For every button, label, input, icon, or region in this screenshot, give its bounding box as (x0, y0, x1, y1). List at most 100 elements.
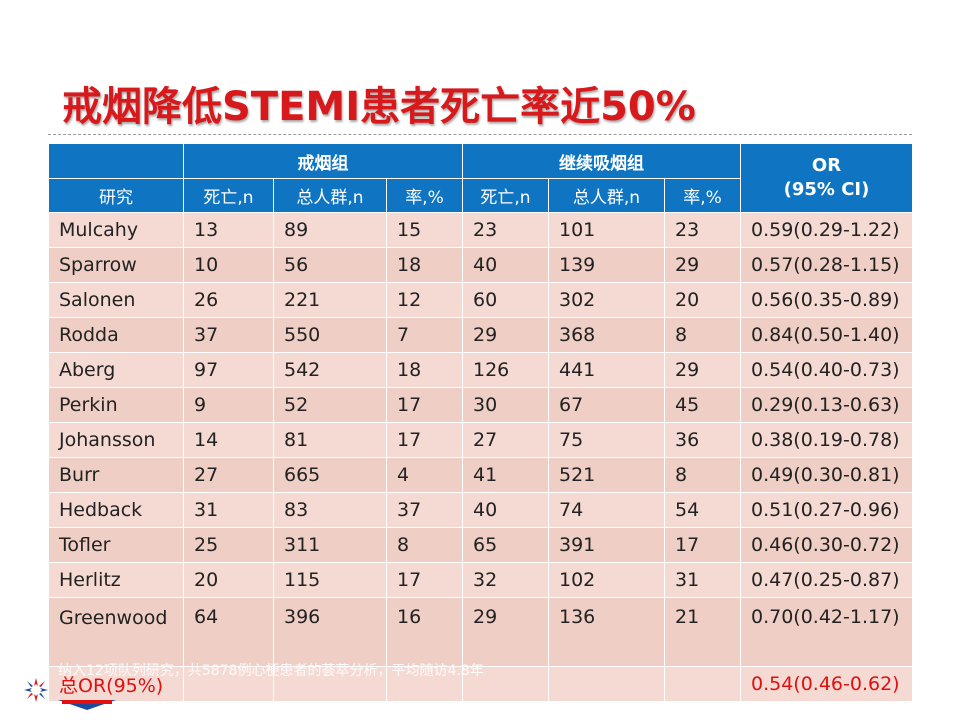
quit-rate: 37 (386, 492, 463, 528)
group-quit-header: 戒烟组 (183, 143, 463, 179)
cont-deaths: 41 (462, 457, 549, 493)
total-empty (664, 666, 741, 702)
cont-total: 75 (548, 422, 665, 458)
odds-ratio: 0.29(0.13-0.63) (740, 387, 913, 423)
cont-rate: 21 (664, 597, 741, 667)
cont-total: 136 (548, 597, 665, 667)
col-header-cont-rate: 率,% (664, 178, 741, 213)
col-header-cont-total: 总人群,n (548, 178, 665, 213)
cont-rate: 45 (664, 387, 741, 423)
group-continue-header: 继续吸烟组 (462, 143, 741, 179)
or-header: OR (95% CI) (740, 143, 913, 213)
quit-rate: 15 (386, 212, 463, 248)
quit-rate: 18 (386, 352, 463, 388)
odds-ratio: 0.49(0.30-0.81) (740, 457, 913, 493)
cont-rate: 54 (664, 492, 741, 528)
study-name: Aberg (48, 352, 184, 388)
odds-ratio: 0.38(0.19-0.78) (740, 422, 913, 458)
table-row: Burr 27 665 4 41 521 8 0.49(0.30-0.81) (48, 457, 913, 493)
cont-deaths: 40 (462, 247, 549, 283)
quit-deaths: 64 (183, 597, 274, 667)
cont-total: 521 (548, 457, 665, 493)
cont-rate: 23 (664, 212, 741, 248)
cont-deaths: 40 (462, 492, 549, 528)
odds-ratio: 0.56(0.35-0.89) (740, 282, 913, 318)
study-name: Greenwood (48, 597, 184, 667)
quit-deaths: 97 (183, 352, 274, 388)
odds-ratio: 0.70(0.42-1.17) (740, 597, 913, 667)
corner-blank (48, 143, 184, 179)
odds-ratio: 0.46(0.30-0.72) (740, 527, 913, 563)
quit-rate: 17 (386, 422, 463, 458)
study-name: Burr (48, 457, 184, 493)
cont-deaths: 30 (462, 387, 549, 423)
cont-total: 441 (548, 352, 665, 388)
quit-total: 396 (273, 597, 387, 667)
cont-total: 74 (548, 492, 665, 528)
study-name: Tofler (48, 527, 184, 563)
cont-total: 139 (548, 247, 665, 283)
total-empty (273, 666, 387, 702)
cont-total: 67 (548, 387, 665, 423)
table-row: Tofler 25 311 8 65 391 17 0.46(0.30-0.72… (48, 527, 913, 563)
table-row: Hedback 31 83 37 40 74 54 0.51(0.27-0.96… (48, 492, 913, 528)
or-header-label: OR (811, 155, 842, 176)
quit-total: 542 (273, 352, 387, 388)
odds-ratio: 0.54(0.40-0.73) (740, 352, 913, 388)
total-empty (548, 666, 665, 702)
quit-total: 550 (273, 317, 387, 353)
quit-deaths: 31 (183, 492, 274, 528)
quit-rate: 17 (386, 562, 463, 598)
quit-deaths: 10 (183, 247, 274, 283)
study-name: Herlitz (48, 562, 184, 598)
footnote: 纳入12项队列研究，共5878例心梗患者的荟萃分析，平均随访4.8年 (58, 663, 484, 679)
cont-rate: 36 (664, 422, 741, 458)
table-row: Salonen 26 221 12 60 302 20 0.56(0.35-0.… (48, 282, 913, 318)
quit-deaths: 14 (183, 422, 274, 458)
total-empty (386, 666, 463, 702)
quit-rate: 4 (386, 457, 463, 493)
table-row: Mulcahy 13 89 15 23 101 23 0.59(0.29-1.2… (48, 212, 913, 248)
total-odds-ratio: 0.54(0.46-0.62) (740, 666, 913, 702)
cont-total: 101 (548, 212, 665, 248)
cont-rate: 8 (664, 317, 741, 353)
cont-deaths: 27 (462, 422, 549, 458)
table-row: Sparrow 10 56 18 40 139 29 0.57(0.28-1.1… (48, 247, 913, 283)
cont-rate: 29 (664, 247, 741, 283)
quit-total: 89 (273, 212, 387, 248)
odds-ratio: 0.84(0.50-1.40) (740, 317, 913, 353)
col-header-cont-deaths: 死亡,n (462, 178, 549, 213)
cont-total: 368 (548, 317, 665, 353)
mortality-table: 戒烟组 继续吸烟组 OR (95% CI) 研究 死亡,n 总人群,n 率,% … (48, 143, 913, 702)
table-row: Greenwood 64 396 16 29 136 21 0.70(0.42-… (48, 597, 913, 667)
or-header-ci: (95% CI) (783, 179, 870, 200)
cont-total: 302 (548, 282, 665, 318)
odds-ratio: 0.47(0.25-0.87) (740, 562, 913, 598)
table-row: Rodda 37 550 7 29 368 8 0.84(0.50-1.40) (48, 317, 913, 353)
society-logo-icon (24, 678, 48, 702)
cont-total: 102 (548, 562, 665, 598)
study-name: Sparrow (48, 247, 184, 283)
col-header-quit-total: 总人群,n (273, 178, 387, 213)
quit-deaths: 26 (183, 282, 274, 318)
quit-deaths: 27 (183, 457, 274, 493)
quit-rate: 18 (386, 247, 463, 283)
cont-deaths: 60 (462, 282, 549, 318)
quit-rate: 17 (386, 387, 463, 423)
cont-rate: 29 (664, 352, 741, 388)
cont-deaths: 23 (462, 212, 549, 248)
cont-rate: 20 (664, 282, 741, 318)
odds-ratio: 0.51(0.27-0.96) (740, 492, 913, 528)
footer-banner-shape (58, 700, 116, 710)
title-divider (48, 134, 912, 135)
total-label: 总OR(95%) (48, 666, 184, 702)
quit-deaths: 37 (183, 317, 274, 353)
quit-total: 52 (273, 387, 387, 423)
quit-deaths: 13 (183, 212, 274, 248)
study-name: Perkin (48, 387, 184, 423)
footer-stripe (62, 700, 112, 704)
quit-deaths: 20 (183, 562, 274, 598)
cont-rate: 8 (664, 457, 741, 493)
quit-total: 83 (273, 492, 387, 528)
total-row: 总OR(95%) 0.54(0.46-0.62) (48, 666, 913, 702)
